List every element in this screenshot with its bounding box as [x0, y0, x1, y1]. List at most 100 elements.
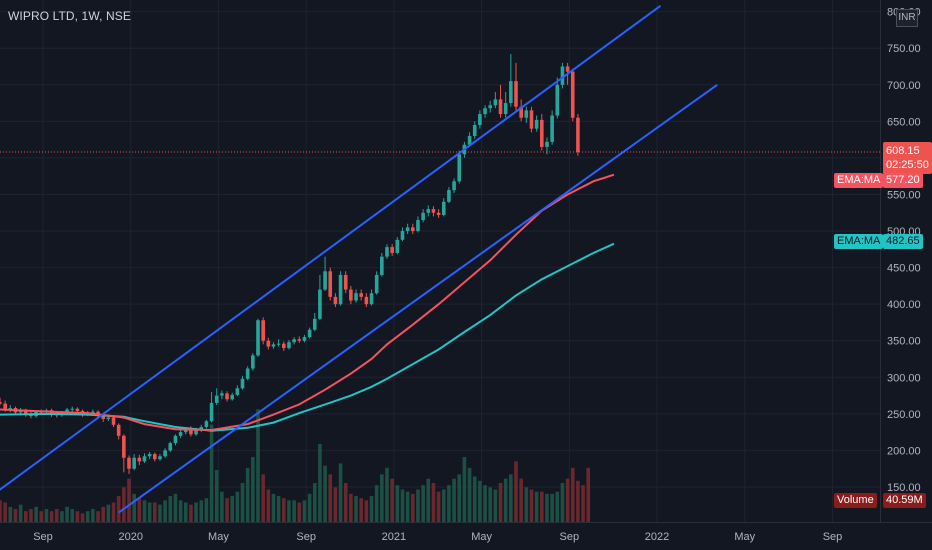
candle-body	[364, 296, 369, 305]
candle-body	[380, 256, 384, 275]
bar-countdown: 02:25:50	[886, 159, 929, 171]
x-tick-label: 2021	[382, 531, 406, 543]
volume-bar	[436, 491, 441, 522]
candle-body	[328, 271, 333, 297]
volume-bar	[483, 485, 487, 522]
candle-body	[266, 340, 271, 347]
volume-bar	[534, 491, 539, 522]
candle-body	[142, 456, 147, 462]
volume-bar	[400, 489, 405, 522]
candle-body	[478, 114, 482, 126]
candle-body	[204, 421, 209, 428]
volume-bars	[0, 409, 591, 522]
y-tick-label: 400.00	[887, 299, 921, 311]
x-tick-label: Sep	[560, 531, 580, 543]
candle-body	[8, 408, 13, 410]
volume-bar	[266, 489, 271, 522]
currency-label[interactable]: INR	[896, 9, 918, 27]
volume-bar	[514, 461, 518, 522]
volume-bar	[426, 478, 431, 522]
ema-slow-line	[0, 242, 615, 432]
candle-body	[467, 135, 472, 145]
candle-body	[276, 343, 281, 345]
candle-body	[24, 410, 28, 414]
volume-bar	[390, 478, 394, 522]
candle-body	[302, 337, 307, 341]
candle-body	[560, 66, 565, 85]
volume-bar	[369, 496, 374, 522]
volume-bar	[96, 511, 100, 522]
volume-bar	[323, 465, 327, 522]
volume-bar	[111, 502, 116, 522]
candle-body	[297, 339, 302, 341]
candle-body	[230, 394, 234, 400]
candle-body	[101, 416, 105, 419]
volume-bar	[13, 509, 18, 522]
volume-bar	[34, 506, 38, 522]
volume-bar	[132, 493, 136, 522]
volume-bar	[70, 509, 75, 522]
volume-bar	[122, 487, 126, 522]
volume-bar	[24, 511, 28, 522]
candle-body	[349, 289, 353, 301]
x-tick-label: Sep	[33, 531, 53, 543]
volume-bar	[581, 485, 585, 522]
volume-bar	[540, 491, 544, 522]
candle-body	[3, 403, 7, 410]
y-tick-label: 750.00	[887, 43, 921, 55]
candle-body	[431, 209, 436, 213]
candle-body	[509, 81, 513, 104]
volume-bar	[493, 489, 498, 522]
volume-bar	[271, 493, 276, 522]
volume-bar	[80, 513, 85, 522]
volume-bar	[168, 496, 173, 522]
candle-body	[0, 402, 2, 404]
candle-body	[333, 296, 338, 305]
volume-bar	[333, 487, 338, 522]
volume-bar	[220, 491, 224, 522]
volume-bar	[431, 483, 436, 522]
volume-bar	[411, 493, 415, 522]
volume-bar	[452, 478, 456, 522]
volume-bar	[127, 478, 131, 522]
candle-body	[194, 429, 198, 435]
candle-body	[153, 454, 157, 460]
y-tick-label: 350.00	[887, 336, 921, 348]
candle-body	[405, 227, 410, 232]
candle-body	[411, 227, 415, 232]
volume-bar	[44, 509, 49, 522]
channel-trendlines[interactable]	[0, 4, 718, 524]
candle-body	[354, 293, 358, 301]
candle-body	[235, 388, 240, 395]
candle-body	[343, 274, 348, 290]
volume-bar	[8, 506, 13, 522]
price-axis[interactable]: 800.00750.00700.00650.00600.00550.00500.…	[880, 0, 921, 522]
candle-body	[426, 209, 431, 213]
time-axis[interactable]: Sep 2020 May Sep 2021 May Sep 2022 May Sep	[0, 522, 932, 544]
candle-body	[483, 108, 487, 115]
candle-body	[472, 125, 477, 136]
volume-bar	[18, 504, 23, 522]
volume-bar	[183, 502, 188, 522]
volume-bar	[462, 457, 467, 522]
candle-body	[534, 119, 539, 129]
volume-bar	[503, 478, 508, 522]
candle-body	[199, 427, 204, 430]
chart-grid	[0, 0, 880, 522]
volume-bar	[405, 491, 410, 522]
volume-bar	[529, 489, 534, 522]
candle-body	[189, 428, 193, 435]
candle-body	[245, 368, 250, 379]
volume-bar	[142, 500, 147, 522]
candle-body	[220, 393, 224, 396]
candle-body	[173, 435, 178, 444]
volume-bar	[153, 502, 157, 522]
volume-bar	[359, 498, 363, 522]
volume-bar	[240, 483, 245, 522]
symbol-title[interactable]: WIPRO LTD, 1W, NSE	[8, 9, 131, 23]
volume-bar	[158, 504, 162, 522]
y-tick-label: 550.00	[887, 189, 921, 201]
volume-bar	[3, 502, 7, 522]
volume-label: Volume	[834, 493, 877, 508]
